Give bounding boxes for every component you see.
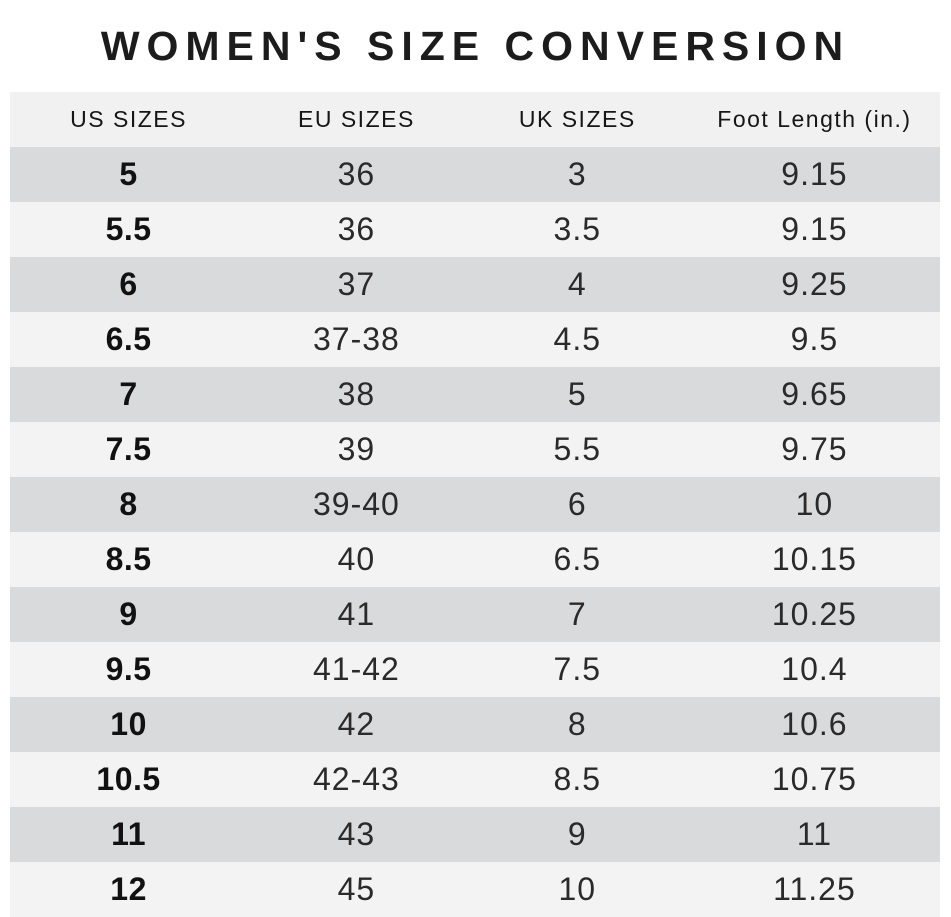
table-row: 8 39-40 6 10 (10, 477, 940, 532)
cell-uk-size: 3.5 (553, 211, 602, 247)
cell-foot-length: 10.75 (771, 761, 857, 797)
cell-us-size: 12 (110, 871, 147, 907)
cell-foot-length: 9.5 (790, 321, 839, 357)
cell-uk-size: 5 (567, 376, 587, 412)
table-row: 12 45 10 11.25 (10, 862, 940, 917)
cell-uk-size: 8.5 (553, 761, 602, 797)
cell-foot-length: 9.15 (781, 211, 848, 247)
column-header-us-sizes: US SIZES (70, 106, 187, 132)
cell-uk-size: 4.5 (553, 321, 602, 357)
cell-us-size: 6 (119, 266, 138, 302)
cell-eu-size: 36 (337, 156, 376, 192)
page-title: WOMEN'S SIZE CONVERSION (100, 22, 851, 69)
table-row: 6.5 37-38 4.5 9.5 (10, 312, 940, 367)
cell-us-size: 5.5 (105, 211, 152, 247)
cell-foot-length: 11.25 (773, 871, 856, 907)
table-row: 10.5 42-43 8.5 10.75 (10, 752, 940, 807)
cell-eu-size: 42 (337, 706, 376, 742)
cell-eu-size: 37-38 (312, 321, 400, 357)
column-header-uk-sizes: UK SIZES (518, 106, 636, 132)
cell-uk-size: 6 (567, 486, 587, 522)
table-header-row: US SIZES EU SIZES UK SIZES Foot Length (… (10, 92, 940, 147)
cell-eu-size: 41 (337, 596, 376, 632)
cell-us-size: 7 (119, 376, 138, 412)
table-row: 7.5 39 5.5 9.75 (10, 422, 940, 477)
cell-eu-size: 39 (337, 431, 376, 467)
table-row: 9 41 7 10.25 (10, 587, 940, 642)
cell-eu-size: 36 (337, 211, 376, 247)
cell-foot-length: 10 (795, 486, 834, 522)
cell-us-size: 9.5 (105, 651, 152, 687)
cell-eu-size: 37 (337, 266, 376, 302)
cell-foot-length: 9.15 (781, 156, 848, 192)
table-row: 11 43 9 11 (10, 807, 940, 862)
table-row: 10 42 8 10.6 (10, 697, 940, 752)
cell-us-size: 11 (111, 816, 146, 852)
table-row: 9.5 41-42 7.5 10.4 (10, 642, 940, 697)
table-row: 5.5 36 3.5 9.15 (10, 202, 940, 257)
column-header-foot-length: Foot Length (in.) (717, 106, 912, 132)
cell-foot-length: 10.6 (781, 706, 848, 742)
cell-foot-length: 10.25 (771, 596, 857, 632)
table-row: 6 37 4 9.25 (10, 257, 940, 312)
cell-foot-length: 9.25 (781, 266, 848, 302)
table-row: 7 38 5 9.65 (10, 367, 940, 422)
column-header-eu-sizes: EU SIZES (298, 106, 415, 132)
cell-foot-length: 9.65 (781, 376, 848, 412)
cell-foot-length: 11 (796, 816, 833, 852)
cell-us-size: 9 (119, 596, 138, 632)
cell-eu-size: 40 (337, 541, 376, 577)
cell-foot-length: 9.75 (781, 431, 848, 467)
cell-foot-length: 10.4 (781, 651, 848, 687)
size-conversion-table: US SIZES EU SIZES UK SIZES Foot Length (… (10, 92, 940, 917)
cell-eu-size: 41-42 (312, 651, 400, 687)
cell-us-size: 10.5 (96, 761, 161, 797)
cell-foot-length: 10.15 (771, 541, 857, 577)
cell-us-size: 6.5 (105, 321, 152, 357)
cell-eu-size: 38 (337, 376, 376, 412)
cell-us-size: 10 (110, 706, 147, 742)
cell-us-size: 8.5 (105, 541, 152, 577)
cell-eu-size: 39-40 (312, 486, 400, 522)
cell-uk-size: 5.5 (553, 431, 602, 467)
cell-eu-size: 42-43 (312, 761, 400, 797)
cell-us-size: 5 (119, 156, 138, 192)
cell-uk-size: 4 (567, 266, 587, 302)
cell-uk-size: 8 (567, 706, 587, 742)
cell-us-size: 8 (119, 486, 138, 522)
cell-uk-size: 7 (567, 596, 587, 632)
cell-uk-size: 3 (567, 156, 587, 192)
table-row: 8.5 40 6.5 10.15 (10, 532, 940, 587)
cell-uk-size: 10 (558, 871, 597, 907)
table-body: 5 36 3 9.15 5.5 36 3.5 9.15 6 37 4 9.25 6.5 37-38 4.5 9… (10, 147, 940, 917)
table-row: 5 36 3 9.15 (10, 147, 940, 202)
cell-eu-size: 43 (337, 816, 376, 852)
cell-us-size: 7.5 (105, 431, 152, 467)
cell-uk-size: 9 (567, 816, 587, 852)
cell-uk-size: 6.5 (553, 541, 602, 577)
cell-eu-size: 45 (337, 871, 376, 907)
cell-uk-size: 7.5 (553, 651, 602, 687)
